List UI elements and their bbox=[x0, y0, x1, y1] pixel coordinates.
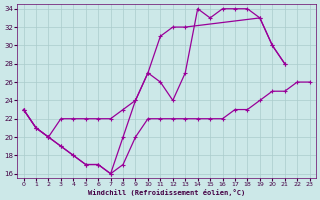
X-axis label: Windchill (Refroidissement éolien,°C): Windchill (Refroidissement éolien,°C) bbox=[88, 189, 245, 196]
